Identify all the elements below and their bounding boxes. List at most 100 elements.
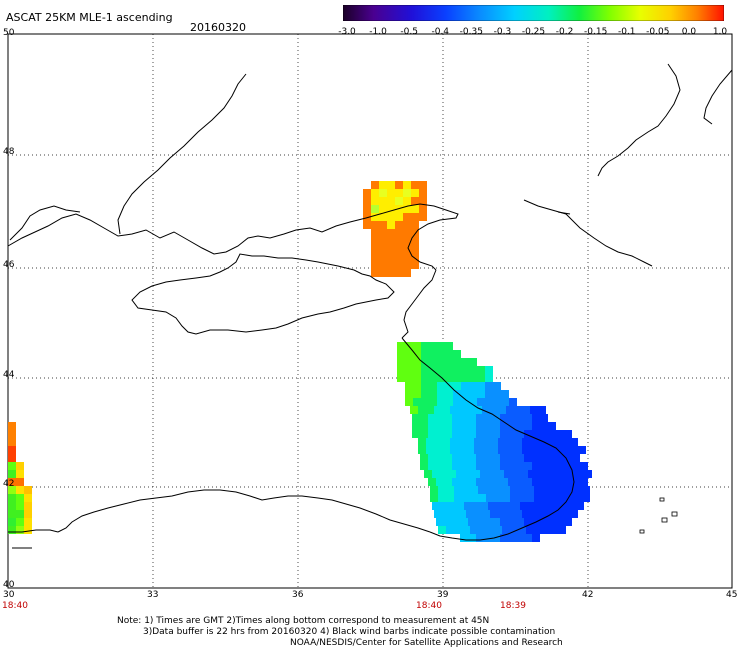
swath-cell: [552, 502, 560, 510]
swath-cell: [544, 502, 552, 510]
swath-cell: [452, 422, 460, 430]
swath-cell: [16, 470, 24, 478]
swath-cell: [420, 422, 428, 430]
swath-cell: [494, 494, 502, 502]
swath-cell: [534, 486, 542, 494]
swath-cell: [492, 462, 500, 470]
swath-cell: [548, 478, 556, 486]
swath-cell: [405, 390, 413, 398]
swath-cell: [440, 470, 448, 478]
swath-cell: [434, 510, 442, 518]
wind-swath: [8, 181, 592, 542]
swath-cell: [476, 462, 484, 470]
swath-cell: [426, 406, 434, 414]
swath-cell: [460, 534, 468, 542]
swath-cell: [500, 462, 508, 470]
colorbar-label: -0.3: [493, 27, 512, 37]
lat-label-42: 42: [3, 479, 15, 489]
swath-cell: [512, 502, 520, 510]
swath-cell: [379, 205, 387, 213]
swath-cell: [484, 478, 492, 486]
swath-cell: [548, 518, 556, 526]
lat-label-50: 50: [3, 28, 15, 38]
swath-cell: [421, 350, 429, 358]
swath-cell: [538, 406, 546, 414]
swath-cell: [445, 382, 453, 390]
swath-cell: [470, 494, 478, 502]
swath-cell: [413, 366, 421, 374]
swath-cell: [462, 494, 470, 502]
swath-cell: [484, 414, 492, 422]
small-islands: [639, 497, 678, 534]
swath-cell: [444, 478, 452, 486]
swath-cell: [468, 430, 476, 438]
swath-cell: [421, 390, 429, 398]
swath-cell: [8, 462, 16, 470]
swath-cell: [444, 422, 452, 430]
swath-cell: [434, 446, 442, 454]
swath-cell: [476, 518, 484, 526]
swath-cell: [578, 446, 586, 454]
swath-cell: [474, 446, 482, 454]
swath-cell: [580, 462, 588, 470]
swath-cell: [484, 534, 492, 542]
swath-cell: [493, 390, 501, 398]
swath-cell: [411, 181, 419, 189]
swath-cell: [584, 470, 592, 478]
swath-cell: [387, 237, 395, 245]
swath-cell: [454, 486, 462, 494]
swath-cell: [379, 245, 387, 253]
swath-cell: [512, 470, 520, 478]
swath-cell: [468, 534, 476, 542]
swath-cell: [502, 486, 510, 494]
swath-cell: [534, 494, 542, 502]
swath-cell: [524, 422, 532, 430]
swath-cell: [516, 414, 524, 422]
swath-cell: [468, 422, 476, 430]
swath-cell: [424, 470, 432, 478]
swath-cell: [371, 269, 379, 277]
swath-cell: [428, 462, 436, 470]
swath-cell: [500, 414, 508, 422]
swath-cell: [411, 205, 419, 213]
swath-cell: [493, 398, 501, 406]
lon-label-42: 42: [582, 590, 594, 600]
swath-cell: [405, 358, 413, 366]
swath-cell: [468, 478, 476, 486]
swath-cell: [540, 414, 548, 422]
swath-cell: [403, 181, 411, 189]
swath-cell: [411, 261, 419, 269]
swath-cell: [461, 366, 469, 374]
swath-cell: [516, 462, 524, 470]
swath-cell: [500, 518, 508, 526]
swath-cell: [395, 189, 403, 197]
graticule: [8, 34, 732, 588]
swath-cell: [387, 205, 395, 213]
swath-cell: [461, 398, 469, 406]
swath-cell: [460, 414, 468, 422]
swath-cell: [413, 390, 421, 398]
swath-cell: [418, 446, 426, 454]
swath-cell: [436, 414, 444, 422]
swath-cell: [442, 438, 450, 446]
swath-cell: [506, 438, 514, 446]
swath-cell: [363, 213, 371, 221]
swath-cell: [421, 358, 429, 366]
swath-cell: [445, 374, 453, 382]
swath-cell: [395, 245, 403, 253]
swath-cell: [453, 350, 461, 358]
swath-cell: [371, 237, 379, 245]
time-label: 18:40: [416, 601, 442, 611]
swath-cell: [468, 462, 476, 470]
colorbar-label: -0.15: [584, 27, 608, 37]
swath-cell: [572, 462, 580, 470]
swath-cell: [560, 470, 568, 478]
swath-cell: [514, 446, 522, 454]
swath-cell: [562, 446, 570, 454]
swath-cell: [542, 486, 550, 494]
swath-cell: [413, 398, 421, 406]
swath-cell: [516, 518, 524, 526]
swath-cell: [395, 221, 403, 229]
swath-cell: [8, 454, 16, 462]
swath-cell: [474, 406, 482, 414]
